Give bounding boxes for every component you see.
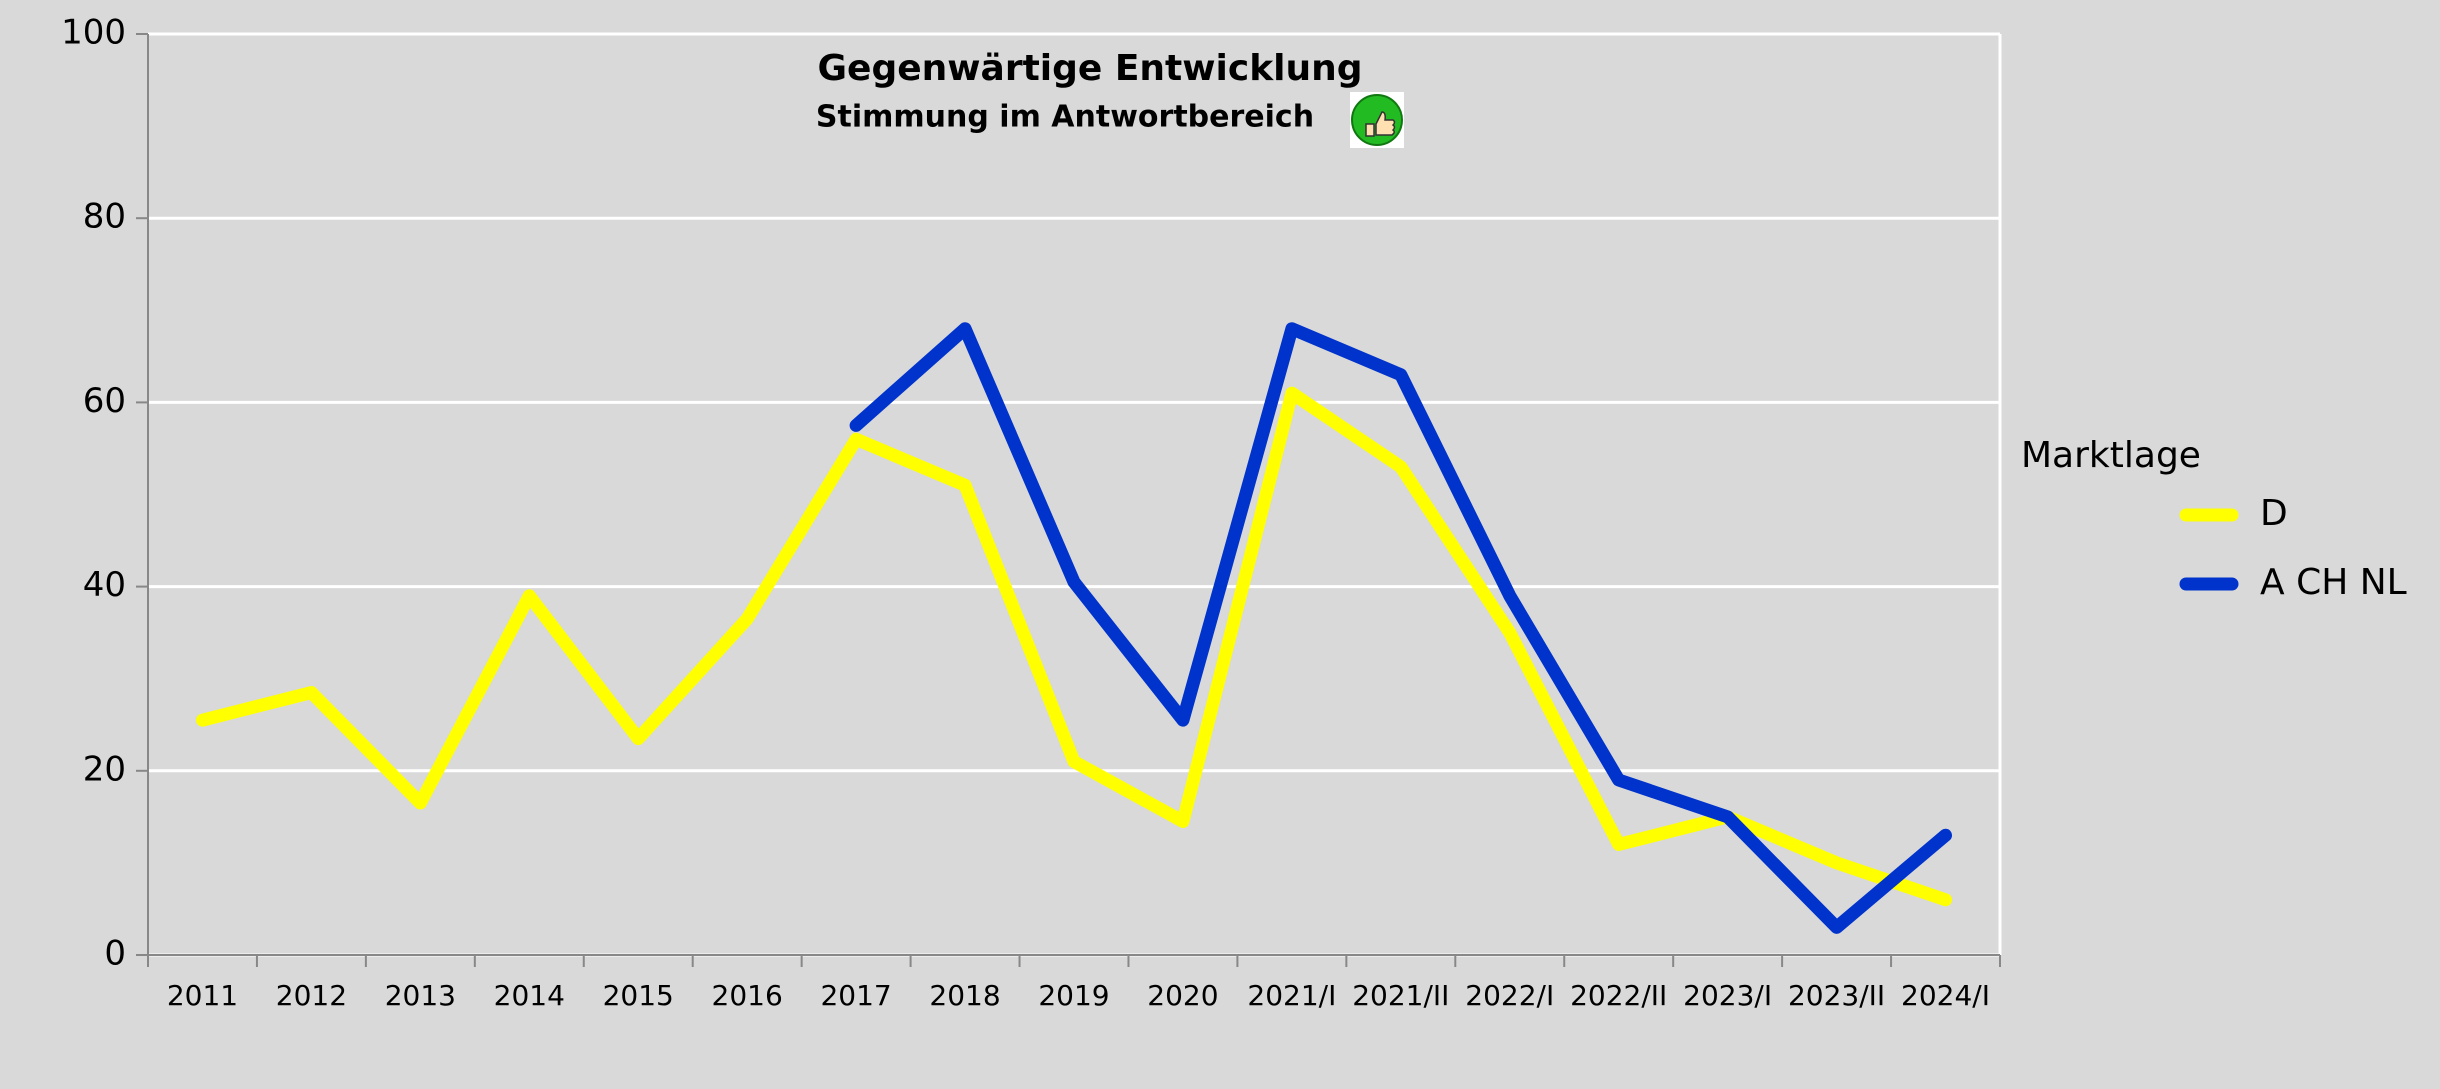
x-tick-label: 2023/I [1683,979,1772,1012]
x-tick-label: 2015 [603,979,674,1012]
x-tick-label: 2022/I [1465,979,1554,1012]
legend-title: Marktlage [2021,435,2201,476]
y-tick-label: 40 [83,565,126,605]
legend-label: D [2260,493,2288,534]
x-tick-label: 2016 [712,979,783,1012]
x-tick-label: 2020 [1147,979,1218,1012]
x-tick-label: 2011 [167,979,238,1012]
x-tick-label: 2017 [820,979,891,1012]
x-tick-label: 2019 [1038,979,1109,1012]
x-tick-label: 2024/I [1901,979,1990,1012]
x-tick-label: 2012 [276,979,347,1012]
y-tick-label: 60 [83,381,126,421]
x-tick-label: 2022/II [1570,979,1667,1012]
y-tick-label: 20 [83,749,126,789]
x-tick-label: 2023/II [1788,979,1885,1012]
x-tick-label: 2021/I [1247,979,1336,1012]
y-tick-label: 80 [83,197,126,237]
y-tick-label: 0 [104,934,126,974]
x-tick-label: 2014 [494,979,565,1012]
series-line [849,322,1953,934]
x-tick-label: 2013 [385,979,456,1012]
y-tick-label: 100 [61,13,126,53]
legend-label: A CH NL [2260,562,2407,603]
chart-subtitle: Stimmung im Antwortbereich [816,100,1314,135]
chart-title: Gegenwärtige Entwicklung [817,48,1362,89]
thumbs-up-icon [1350,92,1404,148]
series-line [195,386,1953,907]
x-tick-label: 2018 [929,979,1000,1012]
x-tick-label: 2021/II [1352,979,1449,1012]
